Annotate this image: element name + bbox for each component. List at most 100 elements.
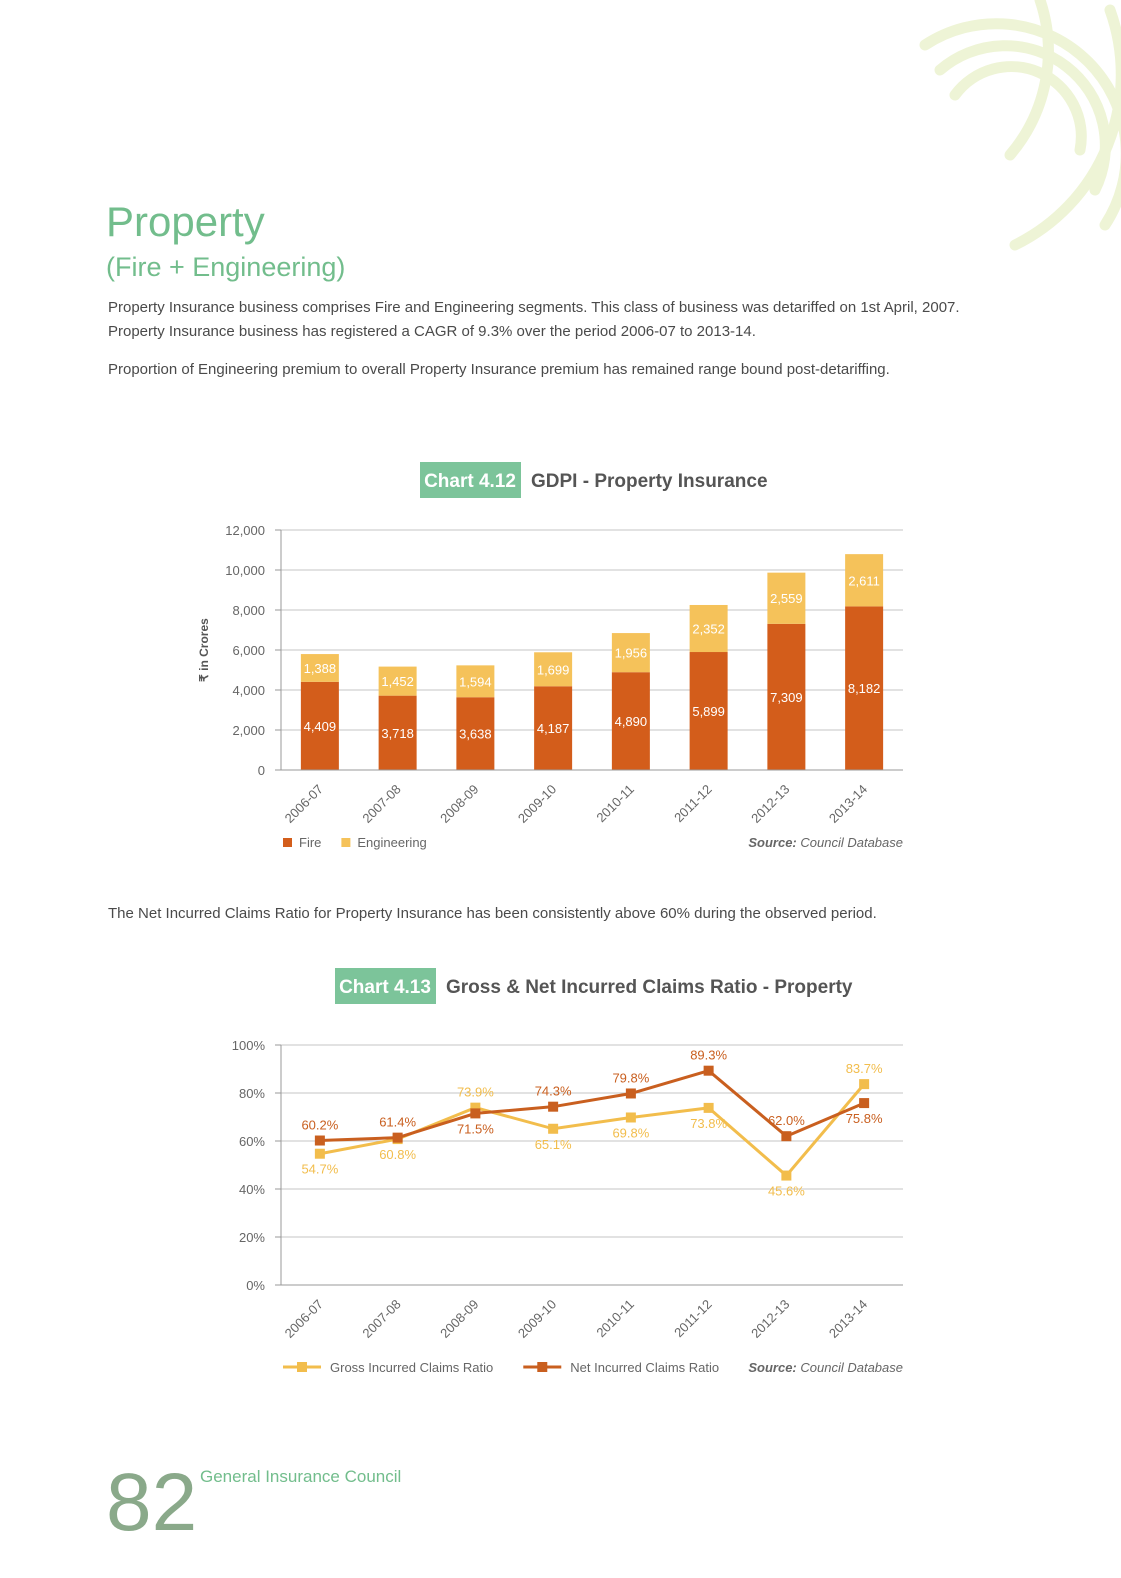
legend-label: Fire bbox=[299, 835, 321, 850]
chart-title: GDPI - Property Insurance bbox=[531, 471, 768, 492]
y-tick-label: 20% bbox=[239, 1230, 265, 1245]
data-label: 62.0% bbox=[768, 1113, 805, 1128]
bar-segment bbox=[300, 681, 339, 770]
y-tick-label: 12,000 bbox=[225, 523, 265, 538]
bar-segment bbox=[300, 654, 339, 682]
bar-segment bbox=[534, 686, 573, 770]
legend-label: Gross Incurred Claims Ratio bbox=[330, 1360, 493, 1375]
data-label: 61.4% bbox=[379, 1115, 416, 1130]
data-label: 2,559 bbox=[770, 591, 803, 606]
y-tick-label: 2,000 bbox=[232, 723, 265, 738]
point-marker bbox=[703, 1102, 714, 1113]
data-label: 73.9% bbox=[457, 1085, 494, 1100]
data-label: 60.8% bbox=[379, 1147, 416, 1162]
bar-segment bbox=[534, 652, 573, 687]
y-tick-label: 8,000 bbox=[232, 603, 265, 618]
page-title: Property bbox=[106, 198, 265, 245]
point-marker bbox=[470, 1108, 481, 1119]
data-label: 65.1% bbox=[535, 1137, 572, 1152]
x-tick-label: 2009-10 bbox=[515, 782, 559, 826]
data-label: 45.6% bbox=[768, 1184, 805, 1199]
source-text: Council Database bbox=[797, 1360, 903, 1375]
x-tick-label: 2006-07 bbox=[282, 1297, 326, 1341]
x-tick-label: 2012-13 bbox=[748, 1297, 792, 1341]
decoration-arcs bbox=[919, 0, 1121, 251]
data-label: 73.8% bbox=[690, 1116, 727, 1131]
x-tick-label: 2010-11 bbox=[593, 782, 637, 826]
data-label: 5,899 bbox=[692, 704, 725, 719]
data-label: 60.2% bbox=[301, 1118, 338, 1133]
bar-segment bbox=[456, 697, 495, 770]
x-tick-label: 2011-12 bbox=[671, 1297, 715, 1341]
bar-segment bbox=[845, 554, 884, 607]
x-tick-label: 2010-11 bbox=[593, 1297, 637, 1341]
point-marker bbox=[859, 1079, 870, 1090]
data-label: 75.8% bbox=[846, 1111, 883, 1126]
data-label: 3,718 bbox=[381, 726, 414, 741]
bar-segment bbox=[611, 672, 650, 770]
y-axis-label: ₹ in Crores bbox=[197, 618, 211, 682]
point-marker bbox=[625, 1112, 636, 1123]
paragraph: Property Insurance business has register… bbox=[108, 323, 756, 340]
page-subtitle: (Fire + Engineering) bbox=[106, 252, 345, 282]
publisher: General Insurance Council bbox=[200, 1467, 401, 1486]
point-marker bbox=[859, 1098, 870, 1109]
point-marker bbox=[625, 1088, 636, 1099]
point-marker bbox=[781, 1131, 792, 1142]
arc bbox=[919, 18, 1121, 231]
x-tick-label: 2008-09 bbox=[437, 1297, 481, 1341]
y-tick-label: 6,000 bbox=[232, 643, 265, 658]
arc bbox=[949, 61, 1087, 156]
data-label: 74.3% bbox=[535, 1084, 572, 1099]
source-text: Council Database bbox=[797, 835, 903, 850]
y-tick-label: 100% bbox=[232, 1038, 266, 1053]
source-label: Source: bbox=[748, 1360, 796, 1375]
x-tick-label: 2009-10 bbox=[515, 1297, 559, 1341]
y-tick-label: 4,000 bbox=[232, 683, 265, 698]
arc bbox=[1004, 0, 1054, 161]
bar-segment bbox=[845, 606, 884, 770]
legend-marker bbox=[341, 838, 351, 847]
y-tick-label: 0 bbox=[258, 763, 265, 778]
source-label: Source: bbox=[748, 835, 796, 850]
y-tick-label: 80% bbox=[239, 1086, 265, 1101]
data-label: 2,611 bbox=[848, 573, 880, 588]
bar-segment bbox=[767, 572, 806, 624]
page-number: 82 bbox=[106, 1457, 197, 1548]
paragraph: Property Insurance business comprises Fi… bbox=[108, 299, 960, 316]
x-tick-label: 2007-08 bbox=[359, 782, 403, 826]
legend-marker bbox=[297, 1362, 307, 1372]
x-tick-label: 2013-14 bbox=[826, 1297, 870, 1341]
data-label: 1,452 bbox=[381, 674, 414, 689]
x-tick-label: 2011-12 bbox=[671, 782, 715, 826]
x-tick-label: 2008-09 bbox=[437, 782, 481, 826]
data-label: 71.5% bbox=[457, 1121, 494, 1136]
point-marker bbox=[548, 1123, 559, 1134]
data-label: 4,890 bbox=[615, 714, 648, 729]
data-label: 1,956 bbox=[615, 646, 648, 661]
legend-marker bbox=[537, 1362, 548, 1372]
chart-number: Chart 4.12 bbox=[424, 471, 516, 492]
data-label: 69.8% bbox=[612, 1125, 649, 1140]
y-tick-label: 60% bbox=[239, 1134, 265, 1149]
chart-number: Chart 4.13 bbox=[339, 977, 431, 998]
x-tick-label: 2007-08 bbox=[359, 1297, 403, 1341]
bar-segment bbox=[689, 604, 728, 653]
data-label: 89.3% bbox=[690, 1048, 727, 1063]
bar-segment bbox=[378, 695, 417, 770]
point-marker bbox=[314, 1148, 325, 1159]
data-label: 4,187 bbox=[537, 721, 570, 736]
y-tick-label: 40% bbox=[239, 1182, 265, 1197]
data-label: 54.7% bbox=[301, 1162, 338, 1177]
data-label: 83.7% bbox=[846, 1061, 883, 1076]
chart-number-box bbox=[335, 968, 436, 1004]
series-line bbox=[319, 1069, 865, 1143]
x-tick-label: 2006-07 bbox=[282, 782, 326, 826]
y-tick-label: 10,000 bbox=[225, 563, 265, 578]
point-marker bbox=[781, 1170, 792, 1181]
bar-segment bbox=[378, 666, 417, 696]
legend-marker bbox=[283, 838, 292, 847]
paragraph: Proportion of Engineering premium to ove… bbox=[108, 361, 890, 378]
